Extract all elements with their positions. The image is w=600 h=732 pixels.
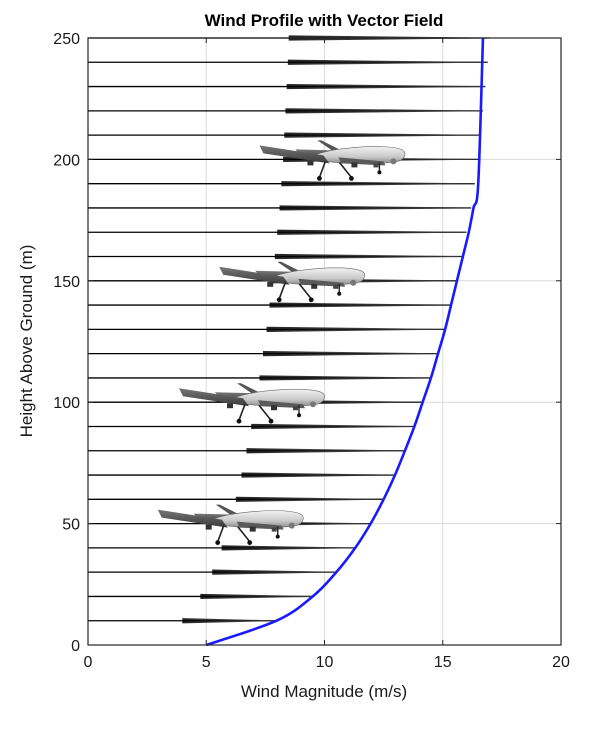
x-tick-label: 20 — [552, 654, 570, 671]
drone-icon — [156, 503, 305, 546]
wind-vector-head — [259, 375, 431, 381]
x-tick-label: 0 — [84, 654, 93, 671]
wind-vector-head — [274, 253, 462, 260]
grid-lines — [87, 37, 562, 646]
wind-vector-head — [221, 545, 356, 551]
drone-icon — [178, 382, 326, 425]
y-tick-label: 250 — [53, 31, 80, 48]
y-tick-label: 150 — [53, 274, 80, 291]
y-tick-label: 50 — [62, 517, 80, 534]
wind-vector-head — [287, 59, 488, 65]
x-axis-label: Wind Magnitude (m/s) — [241, 682, 407, 701]
wind-vector-head — [246, 448, 405, 454]
wind-vector-head — [263, 351, 439, 357]
wind-vector-head — [285, 108, 483, 114]
wind-vector-head — [277, 229, 467, 235]
drone-icon — [258, 139, 406, 182]
wind-vector-head — [269, 302, 452, 308]
drone-annotations — [156, 139, 406, 546]
vector-field — [88, 35, 490, 624]
wind-vector-head — [235, 496, 384, 502]
wind-vector-head — [279, 205, 472, 211]
chart-title: Wind Profile with Vector Field — [205, 11, 444, 30]
y-tick-label: 0 — [71, 638, 80, 655]
y-tick-label: 100 — [53, 395, 80, 412]
wind-vector-head — [286, 83, 486, 90]
wind-vector-head — [266, 326, 446, 332]
wind-profile-line — [205, 37, 485, 647]
x-tick-label: 5 — [202, 654, 211, 671]
wind-vector-head — [212, 569, 337, 575]
y-tick-label: 200 — [53, 152, 80, 169]
wind-vector-head — [251, 423, 415, 430]
wind-vector-head — [241, 472, 395, 478]
wind-vector-head — [281, 181, 475, 187]
wind-vector-head — [182, 618, 277, 624]
x-tick-label: 10 — [316, 654, 334, 671]
x-tick-label: 15 — [434, 654, 452, 671]
drone-icon — [218, 260, 366, 303]
wind-vector-head — [284, 132, 481, 138]
wind-vector-head — [200, 593, 313, 600]
y-axis-label: Height Above Ground (m) — [17, 245, 36, 438]
